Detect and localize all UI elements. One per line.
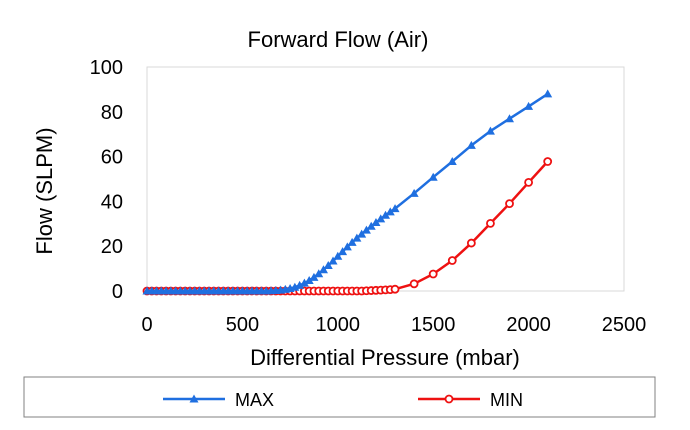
y-tick-label: 60 (101, 147, 123, 169)
data-point-max (318, 265, 328, 274)
legend: MAX MIN (163, 390, 523, 410)
data-point-max (409, 188, 419, 197)
data-point-max (543, 89, 553, 98)
data-point-max (304, 275, 314, 284)
x-tick-label: 500 (226, 314, 259, 336)
data-point-max (381, 210, 390, 219)
data-point-min (466, 238, 476, 248)
data-point-max (338, 247, 348, 256)
data-point-max (390, 204, 400, 213)
data-point-max (366, 221, 376, 230)
legend-label-max: MAX (235, 390, 274, 410)
data-point-max (376, 214, 386, 223)
x-tick-label: 1500 (411, 314, 456, 336)
data-point-max (357, 229, 367, 238)
data-point-max (314, 269, 324, 278)
data-point-min (486, 218, 495, 228)
data-point-min (543, 157, 553, 166)
legend-marker-max (189, 394, 199, 403)
x-tick-label: 2500 (602, 314, 647, 336)
data-point-max (309, 272, 319, 281)
data-point-max (342, 242, 352, 251)
data-point-max (505, 114, 515, 123)
data-point-min (409, 279, 419, 289)
data-point-max (447, 157, 457, 166)
legend-item-min: MIN (418, 390, 523, 410)
legend-box (23, 376, 656, 418)
data-point-min (524, 177, 533, 187)
data-point-max (333, 251, 343, 260)
data-point-max (347, 237, 357, 246)
data-point-max (385, 207, 395, 216)
series-layer (142, 89, 553, 296)
y-tick-label: 100 (90, 57, 123, 79)
series-line-max (147, 92, 549, 293)
data-point-min (428, 269, 438, 279)
data-point-min (505, 199, 514, 209)
y-axis-label: Flow (SLPM) (32, 127, 57, 254)
data-point-max (352, 233, 362, 242)
y-tick-label: 0 (112, 281, 123, 303)
series-max (142, 89, 553, 295)
data-point-max (524, 101, 534, 110)
plot-area-frame (146, 66, 625, 292)
x-tick-label: 0 (141, 314, 152, 336)
data-point-min (447, 256, 457, 265)
legend-label-min: MIN (490, 390, 523, 410)
data-point-max (485, 126, 495, 135)
x-tick-label: 1000 (316, 314, 361, 336)
data-point-max (371, 217, 381, 226)
legend-item-max: MAX (163, 390, 274, 410)
data-point-max (466, 140, 476, 149)
x-tick-label: 2000 (506, 314, 551, 336)
x-axis-ticks: 0 500 1000 1500 2000 2500 (141, 314, 646, 336)
data-point-max (428, 172, 438, 181)
x-axis-label: Differential Pressure (mbar) (250, 345, 520, 370)
y-tick-label: 40 (101, 191, 123, 213)
data-point-max (328, 256, 338, 265)
chart-title: Forward Flow (Air) (248, 27, 429, 52)
data-point-max (295, 280, 305, 289)
data-point-max (323, 260, 333, 269)
series-min (142, 157, 553, 296)
y-axis-ticks: 0 20 40 60 80 100 (90, 57, 123, 303)
data-point-min (390, 284, 400, 294)
data-point-max (299, 278, 309, 287)
y-tick-label: 80 (101, 102, 123, 124)
legend-marker-min (444, 394, 454, 404)
y-tick-label: 20 (101, 236, 123, 258)
data-point-max (361, 225, 371, 234)
